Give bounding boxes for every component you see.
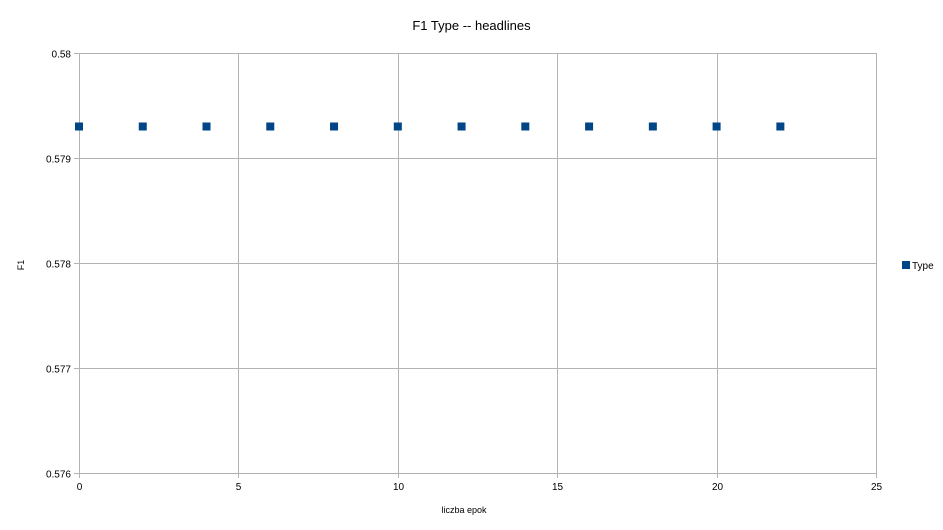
x-tick-label: 10 (393, 482, 405, 493)
y-axis-label: F1 (16, 260, 26, 271)
x-tick-label: 5 (236, 482, 242, 493)
x-tick-label: 25 (871, 482, 883, 493)
y-tick-label: 0.58 (52, 50, 72, 61)
legend-label: Type (912, 261, 934, 272)
data-point (75, 122, 83, 131)
chart-title: F1 Type -- headlines (412, 18, 531, 33)
data-point (457, 122, 466, 131)
x-axis-label: liczba epok (441, 505, 487, 515)
y-tick-label: 0.577 (46, 365, 71, 376)
x-tick-label: 20 (712, 482, 724, 493)
data-point (202, 122, 211, 131)
grid (79, 53, 877, 474)
data-point (648, 122, 657, 131)
data-point (776, 122, 785, 131)
x-tick-label: 15 (552, 482, 564, 493)
y-tick-label: 0.576 (46, 470, 71, 481)
data-point (585, 122, 594, 131)
data-point (266, 122, 275, 131)
legend-swatch (902, 261, 910, 269)
data-point (138, 122, 147, 131)
data-point (712, 122, 721, 131)
axes (74, 53, 877, 478)
tick-labels: 0.576 0.577 0.578 0.579 0.58 0 5 10 15 20 25 (46, 50, 883, 494)
x-tick-label: 0 (77, 482, 83, 493)
y-tick-label: 0.579 (46, 155, 71, 166)
data-point (521, 122, 530, 131)
data-point (393, 122, 402, 131)
data-points (75, 122, 785, 131)
data-point (330, 122, 339, 131)
y-tick-label: 0.578 (46, 260, 71, 271)
legend: Type (902, 261, 934, 272)
